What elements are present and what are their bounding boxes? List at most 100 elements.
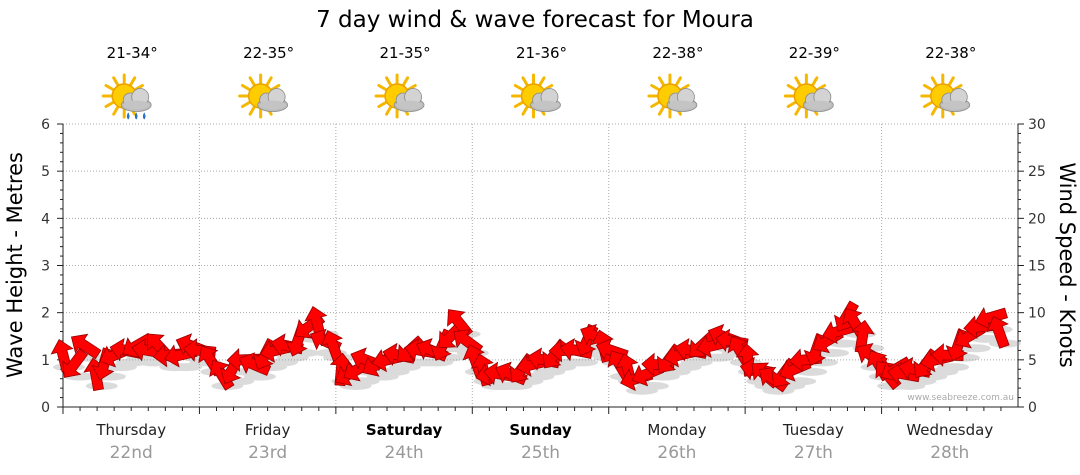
sun-ray (521, 76, 529, 87)
left-tick-label: 2 (41, 306, 50, 322)
left-tick-label: 0 (41, 400, 50, 416)
sun-ray (923, 84, 934, 91)
arrow-shadow (421, 358, 454, 367)
cloud-fill (396, 100, 423, 110)
right-tick-label: 20 (1028, 211, 1046, 227)
day-date-label: 27th (794, 443, 833, 463)
temp-range-label: 22-35° (243, 44, 294, 62)
day-date-label: 24th (385, 443, 424, 463)
sun-ray (657, 105, 665, 116)
left-tick-label: 1 (41, 353, 50, 369)
arrow-shadow (410, 358, 443, 367)
sun-ray (129, 76, 137, 87)
rain-drop (134, 112, 138, 120)
sun-ray (112, 105, 120, 116)
right-axis-title: Wind Speed - Knots (1055, 162, 1079, 367)
right-tick-label: 5 (1028, 353, 1037, 369)
partly-cloudy-icon (783, 73, 834, 119)
day-date-label: 26th (657, 443, 696, 463)
day-date-label: 28th (930, 443, 969, 463)
sun-ray (538, 76, 546, 87)
sun-ray (104, 84, 115, 91)
cloud (393, 88, 425, 112)
cloud (530, 88, 561, 112)
sun-ray (930, 105, 938, 116)
rain-drop (142, 112, 146, 120)
sun-ray (377, 84, 388, 91)
left-tick-label: 3 (41, 259, 50, 275)
arrow-shadow (555, 358, 588, 367)
sun-ray (270, 84, 281, 91)
cloud-fill (805, 100, 832, 110)
day-date-label: 22nd (110, 443, 153, 463)
sun-ray (513, 101, 524, 108)
sun-ray (133, 84, 144, 91)
wind-series (50, 300, 1021, 395)
left-tick-label: 5 (41, 164, 50, 180)
sun-ray (650, 101, 661, 108)
sun-ray (240, 101, 251, 108)
sun-ray (385, 76, 393, 87)
sun-ray (248, 105, 256, 116)
day-name-label: Sunday (509, 421, 572, 439)
sun-ray (947, 76, 955, 87)
sun-ray (811, 76, 819, 87)
day-date-label: 23rd (248, 443, 287, 463)
cloud (257, 88, 289, 112)
partly-cloudy-icon (374, 73, 425, 119)
day-name-label: Tuesday (782, 421, 844, 439)
right-tick-label: 0 (1028, 400, 1037, 416)
partly-cloudy-showers-icon (101, 73, 152, 120)
wind-arrow (974, 306, 1008, 330)
weather-row: 21-34° 22-35° 21-35° 21-36° 22-38° 22-39° 22-3… (101, 44, 976, 120)
sun-ray (265, 76, 273, 87)
sun-ray (112, 76, 120, 87)
temp-range-label: 22-38° (652, 44, 703, 62)
sun-ray (402, 76, 410, 87)
cloud-fill (668, 100, 695, 110)
arrow-shadow (115, 358, 148, 367)
right-tick-label: 25 (1028, 164, 1046, 180)
arrow-shadow (762, 386, 795, 395)
sun-ray (816, 84, 827, 91)
sun-ray (385, 105, 393, 116)
sun-ray (674, 76, 682, 87)
partly-cloudy-icon (647, 73, 698, 119)
left-axis-title: Wave Height - Metres (3, 152, 27, 378)
rain-drop (126, 112, 130, 120)
arrow-shadow (680, 358, 713, 367)
sun-ray (543, 84, 554, 91)
sun-ray (650, 84, 661, 91)
sun-ray (679, 84, 690, 91)
sun-ray (923, 101, 934, 108)
right-axis: 0 5 10 15 20 25 30 (1018, 117, 1046, 416)
partly-cloudy-icon (238, 73, 289, 119)
left-tick-label: 4 (41, 211, 50, 227)
arrow-shadow (489, 381, 522, 390)
sun-ray (248, 76, 256, 87)
day-name-label: Monday (647, 421, 706, 439)
right-tick-label: 10 (1028, 306, 1046, 322)
arrow-shadow (565, 358, 598, 367)
day-name-label: Saturday (366, 421, 443, 439)
arrow-shadow (159, 363, 192, 372)
sun-ray (794, 105, 802, 116)
day-labels: Thursday 22nd Friday 23rd Saturday 24th Sunday… (62, 407, 1002, 463)
sun-ray (794, 76, 802, 87)
left-axis: 0 1 2 3 4 5 6 (41, 117, 63, 416)
sun-ray (240, 84, 251, 91)
right-tick-label: 15 (1028, 259, 1046, 275)
wind-arrow (70, 333, 102, 360)
cloud (120, 88, 152, 120)
cloud-fill (532, 100, 559, 110)
chart-title: 7 day wind & wave forecast for Moura (316, 7, 754, 33)
arrow-shadow (893, 381, 926, 390)
day-date-label: 25th (521, 443, 560, 463)
sun-ray (406, 84, 417, 91)
partly-cloudy-icon (511, 73, 561, 119)
sun-ray (952, 84, 963, 91)
sun-ray (104, 101, 115, 108)
left-tick-label: 6 (41, 117, 50, 133)
arrow-shadow (244, 372, 276, 381)
